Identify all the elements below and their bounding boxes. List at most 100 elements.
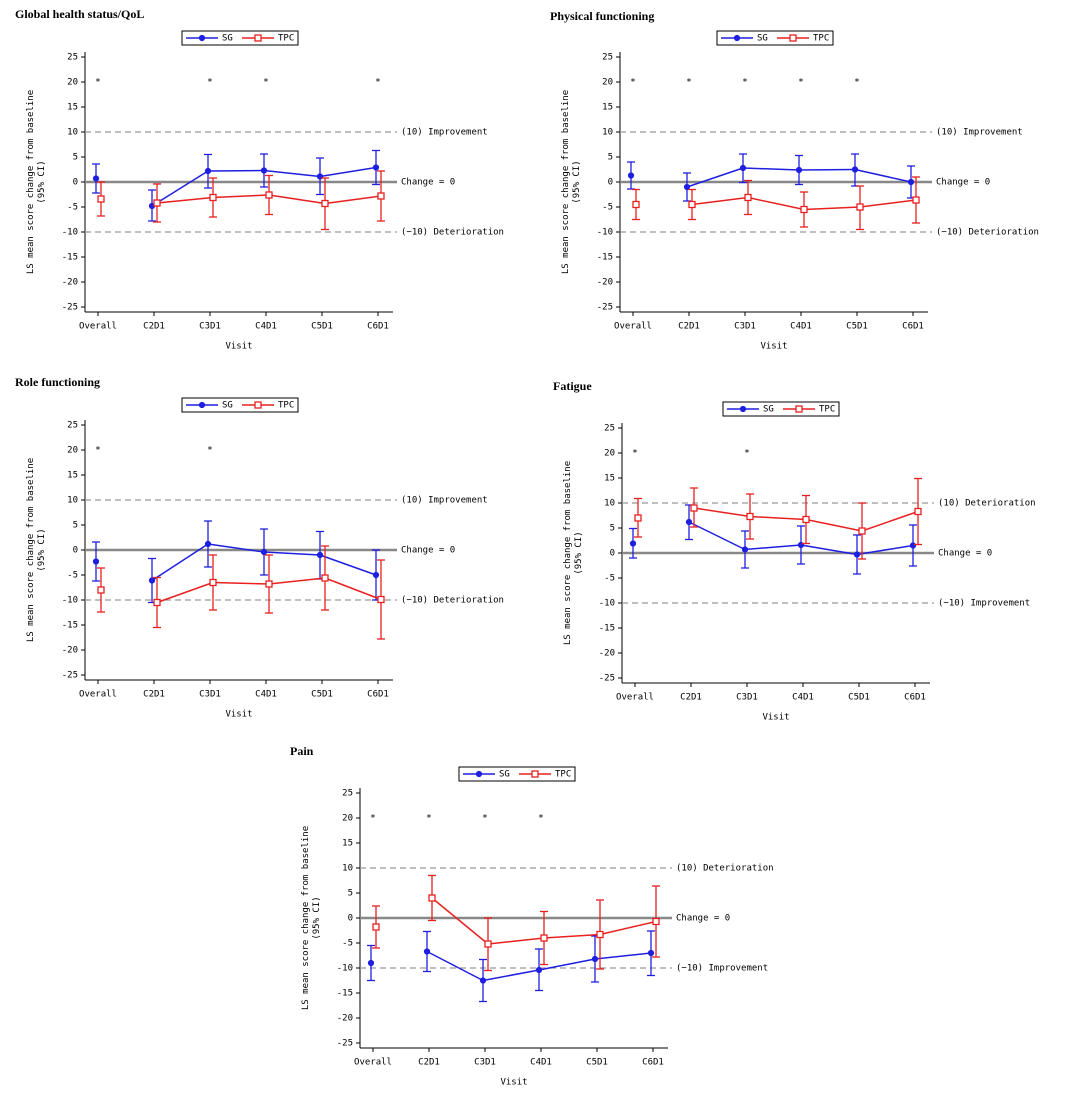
line-segment [856, 544, 914, 556]
data-point [739, 164, 747, 172]
x-tick-label: C2D1 [143, 690, 165, 700]
y-tick-label: -20 [597, 278, 613, 288]
y-tick-label: -25 [62, 671, 78, 681]
data-point [316, 551, 324, 559]
legend-marker [198, 34, 206, 42]
data-point [688, 200, 696, 209]
y-tick-label: 5 [610, 524, 615, 534]
legend-marker [795, 405, 803, 413]
line-segment [487, 937, 545, 945]
chart-title: Physical functioning [550, 9, 654, 23]
significance-marker: * [744, 449, 749, 459]
reference-label: (−10) Deterioration [401, 228, 504, 238]
line-segment [744, 544, 802, 551]
y-axis-label-line: (95% CI) [312, 896, 322, 939]
legend-marker [254, 401, 262, 409]
significance-marker: * [207, 78, 212, 88]
line-segment [798, 168, 856, 171]
significance-marker: * [686, 78, 691, 88]
legend-label: TPC [813, 34, 829, 44]
y-tick-label: -25 [599, 674, 615, 684]
line-segment [212, 581, 270, 585]
line-segment [688, 521, 746, 551]
y-tick-label: 0 [608, 178, 613, 188]
data-point [321, 199, 329, 208]
data-point [372, 923, 380, 931]
legend-marker [531, 770, 539, 778]
data-point [795, 166, 803, 174]
y-tick-label: 10 [602, 128, 613, 138]
x-tick-label: C4D1 [530, 1058, 552, 1068]
x-tick-label: C2D1 [143, 322, 165, 332]
y-tick-label: 25 [67, 421, 78, 431]
line-segment [686, 167, 744, 188]
x-tick-label: C2D1 [678, 322, 700, 332]
x-tick-label: Overall [354, 1058, 392, 1068]
y-tick-label: 20 [604, 449, 615, 459]
data-point [856, 203, 864, 211]
significance-marker: * [742, 78, 747, 88]
legend-box [722, 401, 840, 417]
y-tick-label: -10 [599, 599, 615, 609]
y-tick-label: 25 [342, 789, 353, 799]
legend-label: TPC [555, 770, 571, 780]
y-tick-label: -15 [597, 253, 613, 263]
line-segment [747, 196, 805, 211]
y-axis-label-line: (95% CI) [574, 531, 584, 574]
y-tick-label: 20 [67, 446, 78, 456]
legend-marker [739, 405, 747, 413]
series [629, 504, 917, 575]
data-point [148, 577, 156, 584]
y-tick-label: 15 [67, 103, 78, 113]
legend-marker [475, 770, 483, 778]
legend-box [181, 30, 299, 46]
series [632, 176, 920, 231]
y-axis-label: LS mean score change from baseline(95% C… [26, 90, 47, 274]
y-tick-label: 10 [67, 496, 78, 506]
significance-marker: * [798, 78, 803, 88]
x-tick-label: C2D1 [680, 693, 702, 703]
y-tick-label: 25 [604, 424, 615, 434]
y-tick-label: -15 [62, 253, 78, 263]
data-point [540, 934, 548, 942]
reference-label: Change = 0 [401, 178, 455, 188]
line-segment [156, 196, 214, 204]
line-segment [538, 958, 596, 971]
y-tick-label: 5 [73, 521, 78, 531]
series [367, 930, 655, 1003]
significance-marker: * [630, 78, 635, 88]
x-tick-label: C4D1 [790, 322, 812, 332]
y-tick-label: 10 [342, 864, 353, 874]
reference-label: Change = 0 [938, 549, 992, 559]
data-point [851, 166, 859, 173]
data-point [746, 512, 754, 521]
data-point [377, 595, 385, 604]
y-axis-label-line: LS mean score change from baseline [563, 461, 573, 645]
y-axis-label-line: (95% CI) [572, 160, 582, 203]
series [634, 477, 922, 560]
legend-marker [254, 34, 262, 42]
y-tick-label: -20 [599, 649, 615, 659]
data-point [634, 514, 642, 522]
reference-label: (−10) Deterioration [401, 596, 504, 606]
x-tick-label: C6D1 [367, 322, 389, 332]
series [627, 153, 915, 202]
line-segment [207, 543, 265, 553]
legend-label: SG [757, 34, 768, 44]
chart: Fatigue SG TPC -25 -20 -15 -10 -5 0 5 10 15 20 25 Over… [553, 379, 1036, 723]
legend-label: TPC [819, 405, 835, 415]
legend-label: TPC [278, 34, 294, 44]
y-tick-label: -15 [599, 624, 615, 634]
y-tick-label: -15 [62, 621, 78, 631]
legend: SG TPC [716, 30, 834, 46]
data-point [209, 193, 217, 202]
reference-label: (10) Deterioration [938, 499, 1036, 509]
line-segment [594, 952, 652, 960]
significance-marker: * [426, 814, 431, 824]
x-axis-label: Visit [225, 710, 252, 720]
y-tick-label: 10 [604, 499, 615, 509]
x-tick-label: C5D1 [848, 693, 870, 703]
line-segment [207, 169, 265, 172]
data-point [484, 940, 492, 948]
